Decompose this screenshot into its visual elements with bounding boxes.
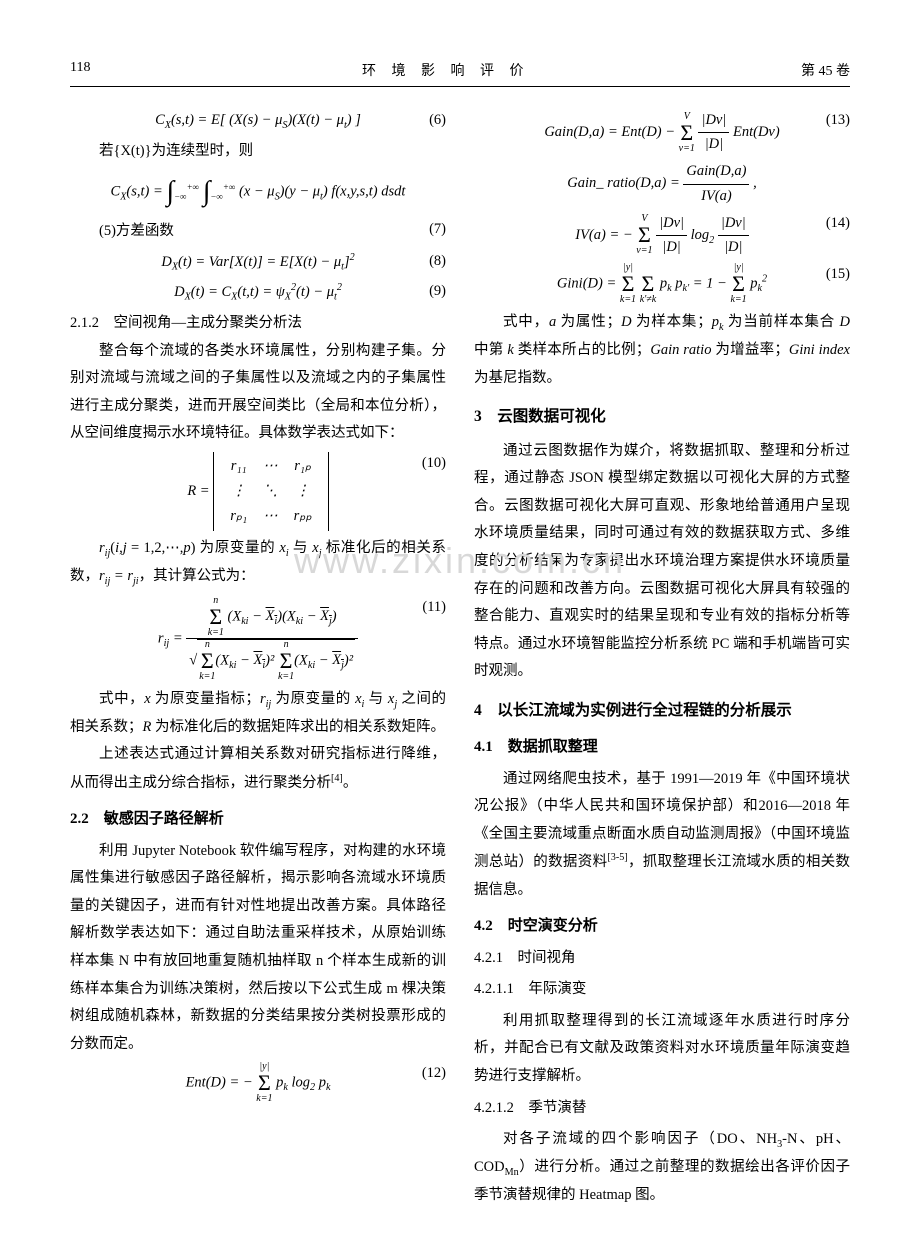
page-header: 118 环 境 影 响 评 价 第 45 卷 (70, 60, 850, 87)
cell: ⋮ (222, 479, 255, 504)
journal-title: 环 境 影 响 评 价 (362, 60, 530, 80)
sec-title: 敏感因子路径解析 (104, 811, 224, 827)
sec-num: 4.2.1.2 (474, 1100, 514, 1116)
section-2-2: 2.2 敏感因子路径解析 (70, 805, 446, 834)
section-4-2-1-2: 4.2.1.2 季节演替 (474, 1095, 850, 1123)
eq-num: (8) (429, 250, 446, 273)
cell: ⋯ (255, 504, 286, 529)
cell: rₚₚ (286, 504, 320, 529)
cell: r₁₁ (222, 454, 255, 479)
eq-num: (6) (429, 109, 446, 132)
equation-10: R = r₁₁⋯r₁ₚ ⋮⋱⋮ rₚ₁⋯rₚₚ (10) (70, 452, 446, 532)
eq-num: (13) (826, 109, 850, 132)
equation-11: rij = nΣk=1 (Xki − Xi)(Xki − Xj) √ nΣk=1… (70, 596, 446, 682)
eq-num: (12) (422, 1062, 446, 1085)
equation-14b: IV(a) = − VΣv=1 |Dv||D| log2 |Dv||D| (14… (474, 212, 850, 259)
section-4-2: 4.2 时空演变分析 (474, 912, 850, 941)
section-2-1-2: 2.1.2 空间视角—主成分聚类分析法 (70, 310, 446, 338)
para-conclusion: 上述表达式通过计算相关系数对研究指标进行降维，从而得出主成分综合指标，进行聚类分… (70, 741, 446, 797)
cell: ⋮ (286, 479, 320, 504)
sec-title: 时间视角 (518, 950, 576, 966)
para-eq-after: 式中，a 为属性；D 为样本集；pk 为当前样本集合 D 中第 k 类样本所占的… (474, 309, 850, 392)
sec-num: 2.2 (70, 811, 89, 827)
sec-num: 4.2.1 (474, 950, 503, 966)
sec-num: 2.1.2 (70, 315, 99, 331)
sec-title: 年际演变 (528, 981, 586, 997)
sec-num: 4.2.1.1 (474, 981, 514, 997)
equation-9: DX(t) = CX(t,t) = ψX2(t) − μt2 (9) (70, 280, 446, 306)
sec-num: 4.1 (474, 739, 493, 755)
cell: ⋯ (255, 454, 286, 479)
eq-num: (7) (429, 218, 446, 241)
eq-num: (10) (422, 452, 446, 475)
content-columns: CX(s,t) = E[ (X(s) − μS)(X(t) − μt) ] (6… (70, 105, 850, 1210)
equation-7: CX(s,t) = ∫−∞+∞ ∫−∞+∞ (x − μS)(y − μt) f… (70, 170, 446, 215)
para-212: 整合每个流域的各类水环境属性，分别构建子集。分别对流域与流域之间的子集属性以及流… (70, 338, 446, 448)
eq-num: (9) (429, 280, 446, 303)
eq-num: (15) (826, 263, 850, 286)
cell: rₚ₁ (222, 504, 255, 529)
para-rij: rij(i,j = 1,2,⋯,p) 为原变量的 xi 与 xj 标准化后的相关… (70, 535, 446, 591)
equation-8: DX(t) = Var[X(t)] = E[X(t) − μt]2 (8) (70, 250, 446, 276)
section-3: 3 云图数据可视化 (474, 402, 850, 431)
sec-title: 空间视角—主成分聚类分析法 (114, 315, 303, 331)
para-4212: 对各子流域的四个影响因子（DO、NH3-N、pH、CODMn）进行分析。通过之前… (474, 1126, 850, 1210)
sec-num: 4.2 (474, 918, 493, 934)
page: www.zixin.com.cn 118 环 境 影 响 评 价 第 45 卷 … (0, 0, 920, 1250)
equation-6: CX(s,t) = E[ (X(s) − μS)(X(t) − μt) ] (6… (70, 109, 446, 134)
sec-num: 3 (474, 408, 482, 425)
equation-14a: Gain_ ratio(D,a) = Gain(D,a)IV(a) , (474, 160, 850, 207)
section-4-1: 4.1 数据抓取整理 (474, 733, 850, 762)
para-41: 通过网络爬虫技术，基于 1991—2019 年《中国环境状况公报》（中华人民共和… (474, 766, 850, 905)
sec-title: 数据抓取整理 (508, 739, 598, 755)
sec-title: 云图数据可视化 (497, 408, 606, 425)
section-4-2-1: 4.2.1 时间视角 (474, 945, 850, 973)
eq-num: (14) (826, 212, 850, 235)
sec-num: 4 (474, 702, 482, 719)
equation-15: Gini(D) = |y|Σk=1 Σk'≠k pk pk' = 1 − |y|… (474, 263, 850, 305)
cell: r₁ₚ (286, 454, 320, 479)
equation-12: Ent(D) = − |y|Σk=1 pk log2 pk (12) (70, 1062, 446, 1104)
eq-num: (11) (422, 596, 446, 619)
equation-13: Gain(D,a) = Ent(D) − VΣv=1 |Dv||D| Ent(D… (474, 109, 850, 156)
cell: ⋱ (255, 479, 286, 504)
sec-title: 以长江流域为实例进行全过程链的分析展示 (497, 702, 792, 719)
text-line: 若{X(t)}为连续型时，则 (70, 138, 446, 166)
para-4211: 利用抓取整理得到的长江流域逐年水质进行时序分析，并配合已有文献及政策资料对水环境… (474, 1008, 850, 1091)
sec-title: 时空演变分析 (508, 918, 598, 934)
volume-label: 第 45 卷 (801, 60, 850, 80)
page-number: 118 (70, 60, 90, 80)
sec-title: 季节演替 (528, 1100, 586, 1116)
item-5: (5)方差函数 (70, 218, 446, 246)
right-column: Gain(D,a) = Ent(D) − VΣv=1 |Dv||D| Ent(D… (474, 105, 850, 1210)
section-4-2-1-1: 4.2.1.1 年际演变 (474, 976, 850, 1004)
para-eq11-after: 式中，x 为原变量指标；rij 为原变量的 xi 与 xj 之间的相关系数；R … (70, 686, 446, 742)
para-22: 利用 Jupyter Notebook 软件编写程序，对构建的水环境属性集进行敏… (70, 838, 446, 1058)
left-column: CX(s,t) = E[ (X(s) − μS)(X(t) − μt) ] (6… (70, 105, 446, 1210)
section-4: 4 以长江流域为实例进行全过程链的分析展示 (474, 696, 850, 725)
para-3: 通过云图数据作为媒介，将数据抓取、整理和分析过程，通过静态 JSON 模型绑定数… (474, 438, 850, 686)
